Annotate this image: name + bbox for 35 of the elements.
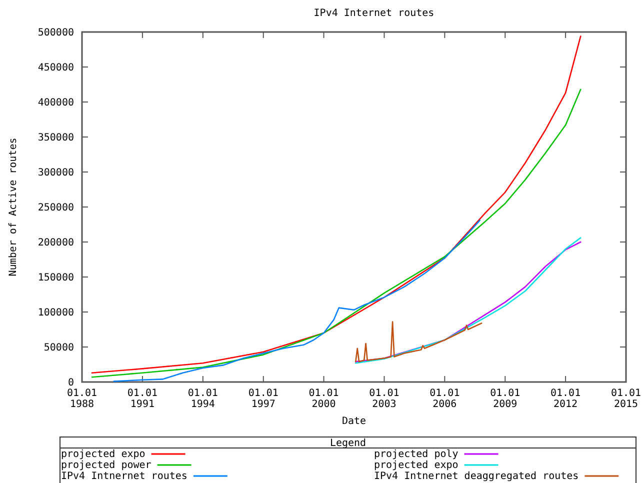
y-tick-label: 0	[68, 378, 74, 388]
x-tick-label: 01.01 2012	[550, 388, 581, 410]
y-tick-label: 400000	[38, 98, 74, 108]
y-tick-label: 250000	[38, 202, 74, 214]
x-axis-title: Date	[342, 416, 366, 427]
legend-label: IPv4 Intnernet routes	[61, 471, 188, 482]
y-tick-label: 300000	[38, 168, 74, 178]
y-axis-title: Number of Active routes	[8, 138, 19, 276]
line-series	[91, 88, 582, 378]
x-tick-label: 01.01 1994	[188, 388, 218, 410]
line-series	[91, 36, 582, 374]
y-tick-label: 150000	[38, 272, 74, 284]
x-tick-label: 01.01 2006	[430, 388, 460, 410]
x-tick-label: 01.01 1997	[248, 388, 278, 410]
chart-title: IPv4 Internet routes	[314, 8, 434, 19]
legend-title: Legend	[330, 438, 366, 449]
x-tick-label: 01.01 1988	[66, 388, 98, 410]
line-series	[113, 220, 481, 382]
y-tick-label: 500000	[38, 28, 74, 38]
legend-label: projected poly	[374, 449, 458, 460]
y-tick-label: 100000	[38, 308, 74, 318]
y-tick-label: 200000	[38, 238, 74, 248]
line-series	[355, 321, 482, 362]
y-tick-label: 350000	[38, 132, 74, 144]
legend-label: IPv4 Intnernet deaggregated routes	[374, 471, 579, 482]
x-tick-label: 01.01 2009	[490, 388, 520, 410]
legend-label: projected expo	[61, 449, 146, 460]
legend-label: projected expo	[374, 460, 458, 471]
y-tick-label: 450000	[38, 62, 74, 74]
legend-label: projected power	[61, 460, 152, 471]
y-tick-label: 50000	[44, 342, 74, 354]
x-tick-label: 01.01 2003	[369, 388, 400, 410]
x-tick-label: 01.01 1991	[127, 388, 158, 410]
x-tick-label: 01.01 2015	[610, 388, 642, 410]
x-tick-label: 01.01 2000	[308, 388, 339, 410]
